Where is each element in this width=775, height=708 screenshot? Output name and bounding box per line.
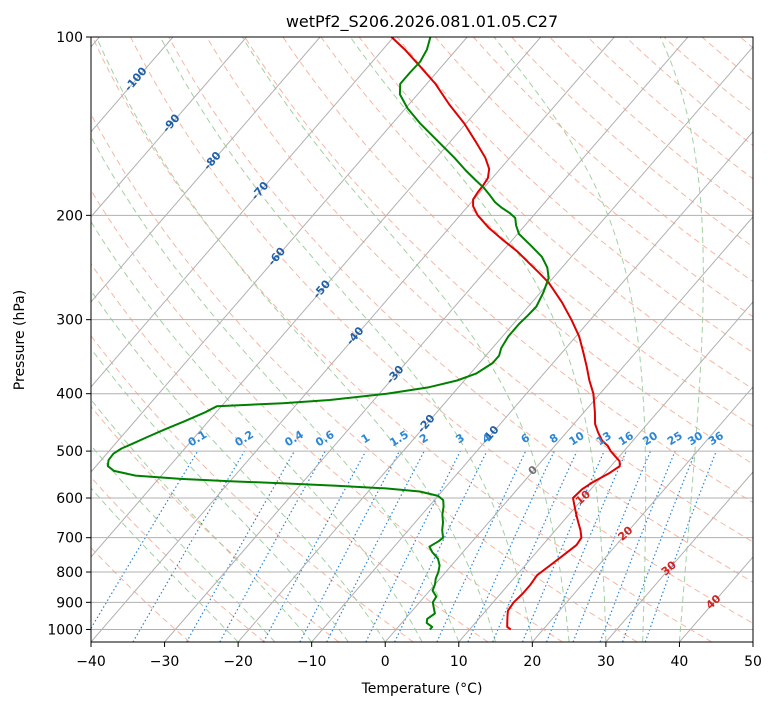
dry-adiabat-line: [91, 113, 638, 642]
mixing-ratio-line: [467, 450, 555, 642]
y-tick-label: 100: [56, 30, 83, 46]
dewpoint-line: [106, 37, 550, 631]
moist-adiabat-line: [91, 347, 349, 642]
mixing-ratio-line: [394, 450, 488, 642]
x-tick-label: −40: [76, 654, 106, 670]
moist-adiabat-line: [659, 37, 704, 642]
dry-adiabat-line: [130, 37, 753, 624]
y-axis-title: Pressure (hPa): [12, 290, 28, 390]
x-tick-label: 10: [450, 654, 468, 670]
mixing-ratio-lines: [91, 450, 717, 642]
moist-adiabat-line: [349, 37, 607, 642]
y-tick-label: 600: [56, 491, 83, 507]
x-tick-label: 20: [523, 654, 541, 670]
isotherm-line: [91, 37, 321, 303]
dry-adiabat-line: [358, 37, 753, 390]
plot-background: [91, 37, 753, 642]
dry-adiabat-line: [92, 37, 713, 642]
mixing-ratio-line: [91, 450, 199, 630]
y-tick-label: 500: [56, 444, 83, 460]
dry-adiabat-line: [320, 37, 753, 427]
isotherm-line: [91, 37, 542, 558]
dry-adiabat-line: [511, 37, 753, 248]
dry-adiabat-line: [168, 37, 753, 583]
plot-frame: [90, 36, 754, 643]
moist-adiabat-line: [493, 37, 647, 642]
y-tick-label: 400: [56, 387, 83, 403]
isotherm-line: [384, 216, 753, 642]
x-tick-label: 0: [381, 654, 390, 670]
moist-adiabat-line: [159, 37, 533, 642]
isotherm-line: [91, 37, 468, 473]
dry-adiabat-line: [91, 334, 414, 642]
x-tick-label: 50: [744, 654, 762, 670]
isotherm-line: [752, 641, 753, 642]
isotherm-line: [164, 37, 689, 642]
moist-adiabat-line: [91, 398, 313, 642]
chart-title: wetPf2_S206.2026.081.01.05.C27: [286, 12, 558, 32]
dry-adiabat-line: [396, 37, 753, 354]
dry-adiabat-line: [473, 37, 753, 283]
mixing-ratio-line: [572, 450, 652, 642]
x-tick-label: −10: [297, 654, 327, 670]
moist-adiabat-line: [91, 289, 386, 642]
moist-adiabats: [91, 37, 704, 642]
mixing-ratio-line: [521, 450, 605, 642]
mixing-ratio-line: [546, 450, 627, 642]
x-tick-label: −30: [150, 654, 180, 670]
y-axis: 100 200 300 400 500 600 700 800 900 1000: [47, 30, 91, 638]
y-tick-label: 300: [56, 313, 83, 329]
isotherm-line: [237, 45, 753, 642]
moist-adiabat-line: [95, 37, 497, 642]
mixing-ratio-line: [492, 450, 578, 642]
isotherm-line: [91, 37, 247, 218]
temperature-line: [390, 37, 621, 631]
mixing-ratio-line: [186, 450, 295, 642]
isotherm-line: [311, 131, 753, 642]
pressure-gridlines: [91, 37, 753, 630]
x-tick-label: 40: [671, 654, 689, 670]
x-tick-label: −20: [223, 654, 253, 670]
sounding-profiles: [106, 37, 621, 631]
dry-adiabat-line: [244, 37, 753, 504]
y-tick-label: 900: [56, 595, 83, 611]
isotherm-line: [458, 301, 753, 642]
isotherm-line: [605, 471, 753, 642]
moist-adiabat-line: [91, 220, 423, 642]
isotherms: [91, 37, 753, 642]
mixing-ratio-line: [219, 450, 326, 642]
y-tick-label: 1000: [47, 622, 83, 638]
isotherm-line: [531, 386, 753, 642]
x-axis: −40 −30 −20 −10 0 10 20 30 40 50: [76, 642, 762, 670]
x-tick-label: 30: [597, 654, 615, 670]
y-tick-label: 800: [56, 565, 83, 581]
isotherm-line: [91, 37, 615, 642]
y-tick-label: 200: [56, 208, 83, 224]
moist-adiabat-line: [91, 444, 276, 642]
dry-adiabat-line: [91, 476, 265, 642]
dry-adiabat-line: [91, 189, 563, 642]
isotherm-line: [91, 37, 395, 388]
x-axis-title: Temperature (°C): [361, 681, 483, 697]
mixing-ratio-line: [262, 450, 367, 642]
mixing-ratio-line: [436, 450, 527, 642]
mixing-ratio-line: [132, 450, 246, 642]
y-tick-label: 700: [56, 531, 83, 547]
moist-adiabat-line: [241, 37, 570, 642]
